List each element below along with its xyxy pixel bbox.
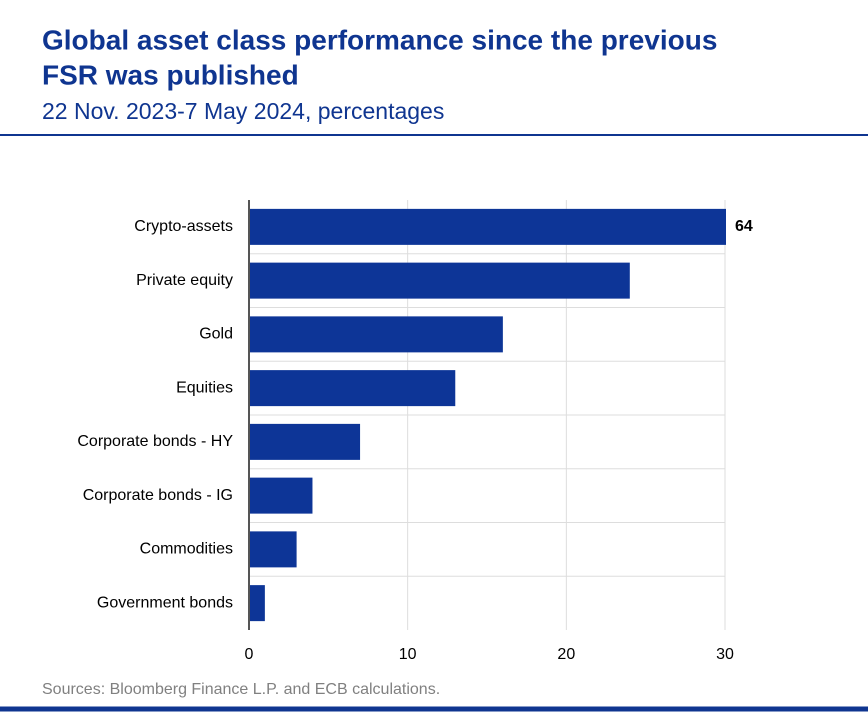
value-label: 64 xyxy=(735,218,753,235)
y-tick-label: Gold xyxy=(199,326,233,343)
chart-title: Global asset class performance since the… xyxy=(42,24,717,55)
bar xyxy=(249,208,726,245)
x-tick-label: 20 xyxy=(557,646,575,663)
y-tick-label: Corporate bonds - HY xyxy=(77,433,233,450)
bar xyxy=(249,262,630,299)
y-tick-label: Crypto-assets xyxy=(134,218,233,235)
x-tick-label: 30 xyxy=(716,646,734,663)
y-tick-label: Corporate bonds - IG xyxy=(83,487,233,504)
chart-title: FSR was published xyxy=(42,59,299,90)
bar xyxy=(249,585,265,622)
y-tick-label: Private equity xyxy=(136,272,233,289)
bar xyxy=(249,531,297,568)
bar xyxy=(249,316,503,353)
bar xyxy=(249,370,456,407)
y-tick-label: Commodities xyxy=(140,541,233,558)
x-tick-label: 10 xyxy=(399,646,417,663)
source-note: Sources: Bloomberg Finance L.P. and ECB … xyxy=(42,681,440,698)
chart-subtitle: 22 Nov. 2023-7 May 2024, percentages xyxy=(42,98,444,124)
y-tick-label: Government bonds xyxy=(97,594,233,611)
y-tick-label: Equities xyxy=(176,379,233,396)
bar xyxy=(249,477,313,514)
bar xyxy=(249,423,361,460)
x-tick-label: 0 xyxy=(245,646,254,663)
